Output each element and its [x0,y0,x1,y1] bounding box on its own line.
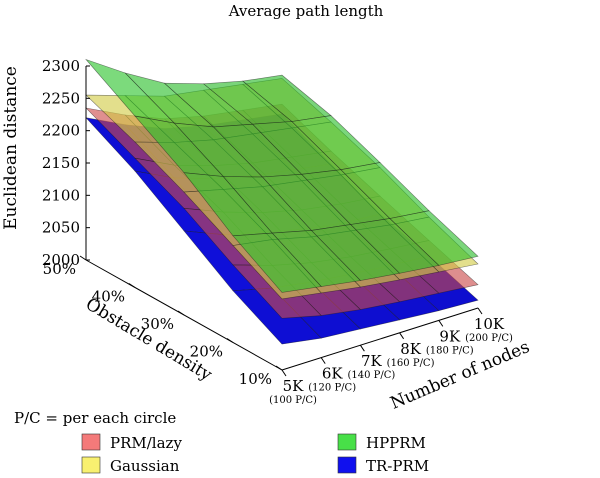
z-axis-title: Euclidean distance [1,66,21,230]
density-tick-label: 40% [92,288,125,306]
z-tick-label: 2100 [42,186,80,204]
nodes-tick-sublabel: (200 P/C) [465,333,513,344]
nodes-tick-label: 5K [283,377,305,395]
z-tick-label: 2000 [42,251,80,269]
legend-label: Gaussian [110,457,180,475]
density-axis-title: Obstacle density [82,294,216,385]
nodes-tick-mark [399,332,405,340]
density-tick-mark [177,310,185,316]
legend-label: PRM/lazy [110,434,182,452]
nodes-tick-mark [320,357,326,364]
z-tick-label: 2200 [42,122,80,140]
surface-layers [85,58,479,345]
z-tick-label: 2300 [42,57,80,75]
nodes-tick-label: 6K [322,365,344,383]
surface-hpprm [85,58,479,293]
nodes-tick-sublabel: (140 P/C) [347,370,395,381]
nodes-tick-label: 7K [361,352,383,370]
density-tick-label: 20% [190,343,223,361]
legend-swatch [337,456,357,474]
legend-swatch [81,456,101,474]
nodes-tick-mark [359,344,365,352]
legend-swatch [337,433,357,451]
nodes-tick-sublabel: (160 P/C) [387,358,435,369]
chart-title: Average path length [228,2,384,20]
nodes-tick-sublabel: (120 P/C) [308,383,356,394]
surface-patch [232,232,322,293]
density-tick-label: 10% [239,370,272,388]
density-tick-mark [226,338,234,343]
z-tick-label: 2250 [42,89,80,107]
nodes-tick-sublabel: (100 P/C) [269,395,317,406]
nodes-tick-mark [477,307,483,315]
nodes-axis-line [281,307,479,371]
axes-group: 2000 2050 2100 2150 2200 2250 2300 50% 40% 30% 20%… [42,57,513,406]
nodes-tick-mark [438,320,444,327]
legend-label: TR-PRM [366,457,429,475]
density-tick-mark [275,365,283,371]
density-tick-mark [79,255,87,261]
density-tick-mark [128,283,136,288]
density-tick-label: 50% [43,260,76,278]
legend-label: HPPRM [366,434,426,452]
legend: PRM/lazy HPPRM Gaussian TR-PRM [81,433,429,475]
nodes-tick-label: 9K [439,327,461,345]
legend-swatch [81,433,101,451]
nodes-tick-label: 10K [474,315,505,333]
density-tick-label: 30% [141,315,174,333]
nodes-tick-label: 8K [400,340,422,358]
nodes-tick-sublabel: (180 P/C) [426,345,474,356]
pc-note: P/C = per each circle [14,409,176,427]
nodes-tick-mark [281,369,287,377]
z-tick-label: 2150 [42,154,80,172]
z-tick-label: 2050 [42,219,80,237]
